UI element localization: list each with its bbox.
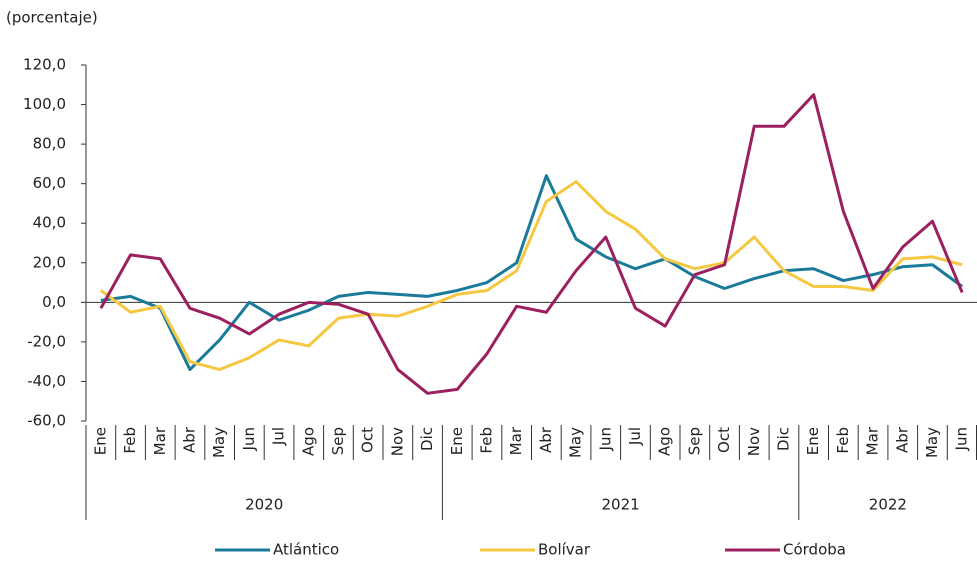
y-tick-label: 120,0 — [23, 56, 66, 74]
series-line — [99, 180, 963, 372]
y-axis-label: (porcentaje) — [6, 9, 98, 27]
y-tick-label: 60,0 — [33, 174, 66, 192]
x-tick-label: Abr — [180, 426, 198, 453]
y-tick-label: -40,0 — [27, 372, 66, 390]
y-tick-label: 20,0 — [33, 253, 66, 271]
x-tick-label: Nov — [745, 427, 763, 456]
x-tick-label: May — [567, 427, 585, 458]
x-tick-label: Dic — [774, 427, 792, 451]
x-tick-label: Dic — [418, 427, 436, 451]
x-tick-label: Sep — [685, 427, 703, 455]
legend-label: Bolívar — [538, 541, 591, 559]
x-tick-label: Mar — [864, 426, 882, 455]
x-tick-label: Jul — [626, 427, 644, 446]
x-tick-label: Nov — [388, 427, 406, 456]
x-tick-label: Mar — [151, 426, 169, 455]
y-tick-label: -20,0 — [27, 332, 66, 350]
series-line — [99, 93, 964, 395]
y-tick-label: -60,0 — [27, 412, 66, 430]
y-tick-label: 0,0 — [42, 293, 66, 311]
x-tick-label: Abr — [893, 426, 911, 453]
x-tick-label: May — [210, 427, 228, 458]
x-tick-label: Abr — [537, 426, 555, 453]
x-tick-label: Feb — [477, 427, 495, 454]
x-tick-label: Oct — [359, 427, 377, 453]
x-tick-label: Ene — [448, 427, 466, 455]
x-tick-label: Jun — [596, 427, 614, 451]
x-tick-label: Ene — [91, 427, 109, 455]
year-label: 2022 — [869, 496, 907, 514]
x-tick-label: Ene — [804, 427, 822, 455]
legend-label: Atlántico — [273, 541, 339, 559]
y-tick-label: 80,0 — [33, 135, 66, 153]
series-line — [100, 174, 964, 372]
x-tick-label: Jun — [240, 427, 258, 451]
x-tick-label: Feb — [834, 427, 852, 454]
x-tick-label: Mar — [507, 426, 525, 455]
x-tick-label: Feb — [121, 427, 139, 454]
x-tick-label: May — [923, 427, 941, 458]
year-label: 2021 — [602, 496, 640, 514]
y-tick-label: 40,0 — [33, 214, 66, 232]
x-tick-label: Ago — [299, 427, 317, 456]
x-tick-label: Oct — [715, 427, 733, 453]
legend-label: Córdoba — [783, 541, 846, 559]
x-tick-label: Sep — [329, 427, 347, 455]
x-tick-label: Ago — [656, 427, 674, 456]
y-tick-label: 100,0 — [23, 95, 66, 113]
x-tick-label: Jun — [953, 427, 971, 451]
x-tick-label: Jul — [270, 427, 288, 446]
year-label: 2020 — [245, 496, 283, 514]
